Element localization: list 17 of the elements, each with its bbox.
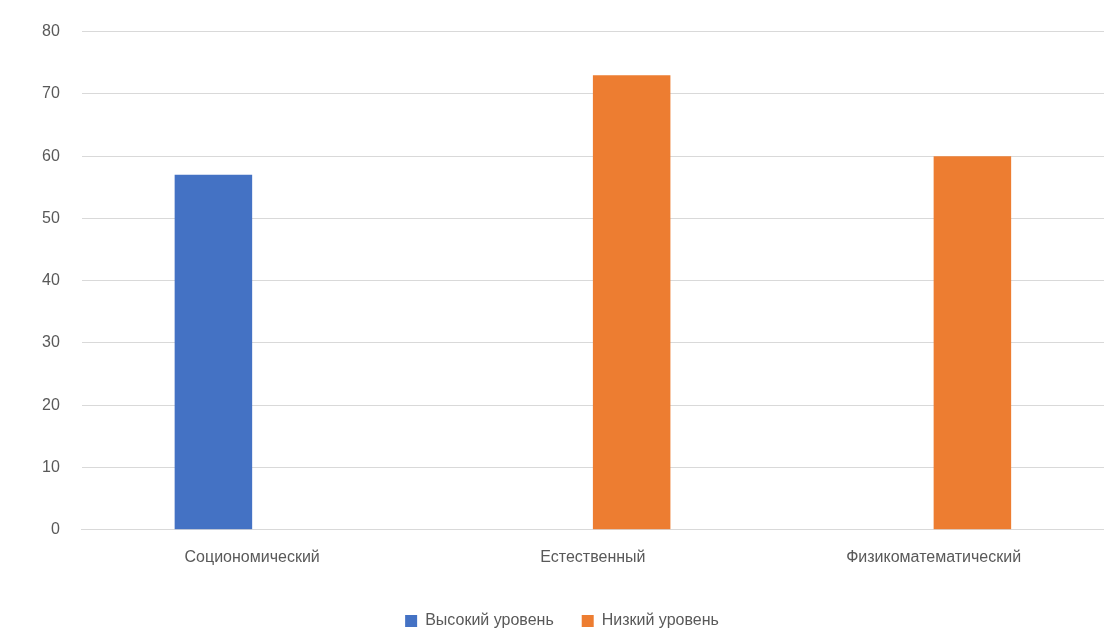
legend-label: Низкий уровень [601, 611, 719, 629]
bar [174, 174, 253, 530]
x-tick-label: Социономический [184, 547, 320, 565]
x-tick-label: Естественный [540, 547, 646, 565]
y-tick-label: 80 [42, 22, 60, 40]
y-tick-label: 70 [42, 84, 60, 102]
y-tick-label: 10 [42, 457, 60, 475]
y-tick-label: 30 [42, 333, 60, 351]
y-tick-label: 60 [42, 146, 60, 164]
y-tick-label: 0 [50, 520, 60, 538]
bar [592, 75, 671, 530]
bar [933, 156, 1012, 530]
x-tick-label: Физикоматематический [846, 547, 1022, 565]
y-tick-label: 40 [42, 271, 60, 289]
y-tick-label: 50 [42, 208, 60, 226]
y-tick-label: 20 [42, 395, 60, 413]
legend-label: Высокий уровень [425, 611, 554, 629]
